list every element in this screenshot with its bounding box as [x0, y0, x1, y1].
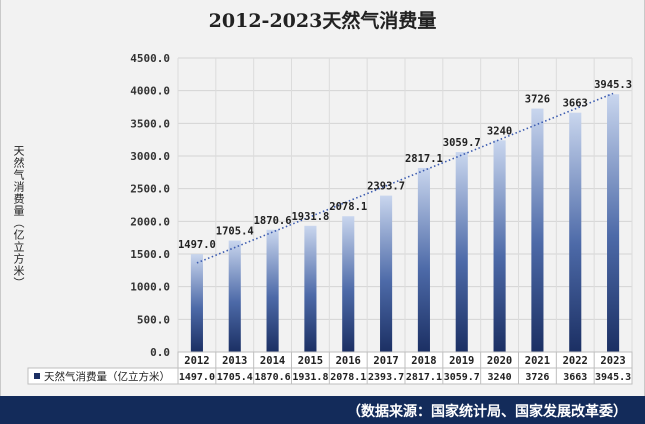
- y-tick-label: 2000.0: [130, 215, 170, 228]
- bar: [493, 140, 506, 352]
- table-value: 3663: [563, 372, 587, 383]
- bar: [266, 229, 279, 352]
- data-label: 1497.0: [178, 239, 216, 251]
- bar: [417, 167, 430, 352]
- data-label: 3945.3: [594, 79, 632, 91]
- y-tick-label: 2500.0: [130, 183, 170, 196]
- y-tick-label: 4500.0: [130, 52, 170, 65]
- x-tick-label: 2018: [411, 355, 436, 367]
- y-axis-label: 天然气消费量（亿立方米）: [12, 145, 25, 289]
- data-label: 2393.7: [367, 181, 405, 193]
- table-value: 2393.7: [368, 372, 404, 383]
- x-tick-label: 2023: [600, 355, 625, 367]
- bar: [228, 240, 241, 352]
- data-label: 3663: [563, 98, 588, 110]
- source-text: （数据来源：国家统计局、国家发展改革委）: [347, 404, 627, 420]
- bar: [304, 225, 317, 352]
- y-tick-label: 0.0: [150, 346, 170, 359]
- table-value: 3240: [488, 372, 512, 383]
- table-value: 2817.1: [406, 372, 442, 383]
- data-label: 2078.1: [329, 201, 367, 213]
- table-value: 1931.8: [292, 372, 328, 383]
- data-label: 1931.8: [291, 211, 329, 223]
- y-tick-label: 3000.0: [130, 150, 170, 163]
- source-footer: （数据来源：国家统计局、国家发展改革委）: [0, 396, 645, 424]
- x-tick-label: 2019: [449, 355, 474, 367]
- table-value: 3059.7: [444, 372, 480, 383]
- x-tick-label: 2020: [487, 355, 512, 367]
- bar: [455, 152, 468, 352]
- data-label: 2817.1: [405, 153, 443, 165]
- table-value: 2078.1: [330, 372, 366, 383]
- y-tick-label: 1000.0: [130, 281, 170, 294]
- table-value: 1870.6: [255, 372, 291, 383]
- y-tick-label: 4000.0: [130, 85, 170, 98]
- x-tick-label: 2015: [298, 355, 323, 367]
- bar: [380, 195, 393, 352]
- y-tick-label: 500.0: [137, 313, 170, 326]
- table-value: 1705.4: [217, 372, 253, 383]
- legend-swatch: [34, 373, 40, 379]
- x-tick-label: 2017: [373, 355, 398, 367]
- data-label: 3059.7: [443, 137, 481, 149]
- bar: [531, 108, 544, 353]
- data-label: 3240: [487, 125, 512, 137]
- table-value: 1497.0: [179, 372, 215, 383]
- data-label: 1870.6: [254, 215, 292, 227]
- table-value: 3726: [525, 372, 549, 383]
- x-tick-label: 2021: [525, 355, 550, 367]
- x-tick-label: 2016: [336, 355, 361, 367]
- bar: [190, 254, 203, 352]
- data-label: 3726: [525, 94, 550, 106]
- x-tick-label: 2014: [260, 355, 285, 367]
- x-tick-label: 2012: [184, 355, 209, 367]
- bar: [569, 112, 582, 353]
- trendline: [196, 92, 614, 264]
- data-label: 1705.4: [216, 226, 254, 238]
- y-tick-label: 3500.0: [130, 117, 170, 130]
- bar: [607, 94, 620, 352]
- table-value: 3945.3: [595, 372, 631, 383]
- x-tick-label: 2013: [222, 355, 247, 367]
- x-tick-label: 2022: [563, 355, 588, 367]
- bar-chart: 0.0 500.0 1000.0 1500.0 2000.0 2500.0 3000.0 35…: [27, 52, 633, 385]
- legend-label: 天然气消费量（亿立方米）: [44, 370, 170, 383]
- y-tick-label: 1500.0: [130, 248, 170, 261]
- chart-title: 2012-2023天然气消费量: [208, 10, 437, 32]
- bar: [342, 216, 355, 352]
